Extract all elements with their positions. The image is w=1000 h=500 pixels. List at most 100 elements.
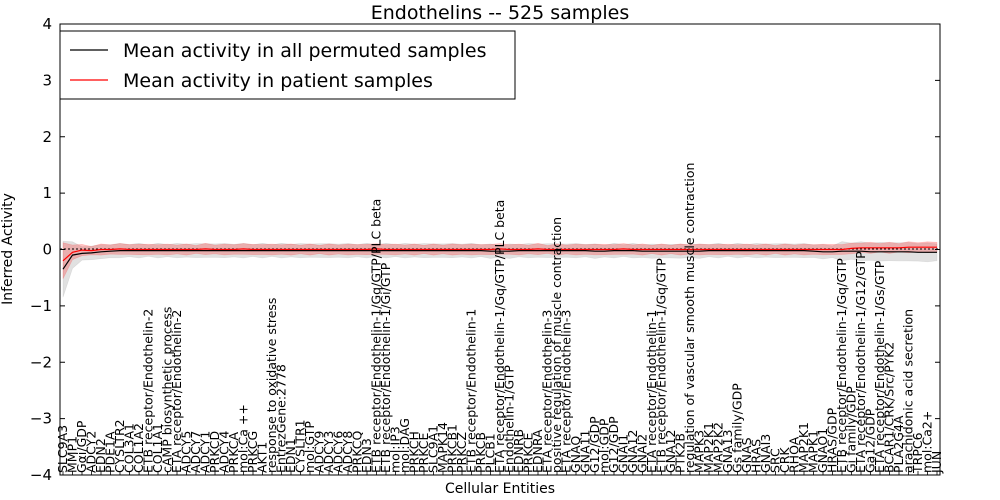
x-tick-label: arachidonic acid secretion: [901, 309, 916, 473]
x-tick-label: MAP2K2: [711, 422, 726, 473]
x-tick-label: GNAI1: [616, 434, 631, 473]
x-tick-label: mol:GDP: [597, 418, 612, 473]
legend-box: [59, 30, 516, 100]
x-tick-label: PRKCE: [521, 433, 536, 473]
chart-title: Endothelins -- 525 samples: [371, 2, 630, 24]
x-tick-label: mol:Ca2+: [920, 411, 935, 473]
x-tick-label: GNAO1: [815, 428, 830, 473]
y-axis: −4 −3 −2 −1 0 1 2 3 4: [30, 15, 940, 484]
x-tick-label: MAP2K1: [796, 422, 811, 473]
x-tick-label: ETA receptor/Endothelin-3: [540, 310, 555, 473]
x-tick-label: SLC9A3: [55, 425, 70, 473]
x-tick-label: SLC9A1: [426, 425, 441, 473]
y-tick-label: 3: [42, 71, 52, 89]
x-tick-label: G12/GDP: [606, 416, 621, 473]
x-tick-label: CYSLTR2: [112, 419, 127, 473]
x-tick-label: regulation of vascular smooth muscle con…: [682, 163, 697, 473]
x-tick-label: G12/GDP: [587, 416, 602, 473]
permuted-band-layer: [62, 240, 938, 298]
x-tick-label: GNA11: [578, 430, 593, 474]
x-tick-label: ETA receptor/Endothelin-3: [559, 310, 574, 473]
x-tick-label: HRAS/GDP: [825, 407, 840, 473]
x-tick-label: PDE1A: [103, 431, 118, 473]
x-tick-label: ADCY5: [179, 431, 194, 473]
x-tick-label: GNAS: [739, 437, 754, 473]
x-tick-label: Gαi/GDP: [74, 420, 89, 473]
x-tick-label: GNAI3: [758, 434, 773, 473]
x-tick-label: AKT1: [255, 442, 270, 473]
x-tick-label: PRKCD: [207, 431, 222, 473]
x-tick-label: PRKCB1: [445, 424, 460, 473]
x-tick-label: COL3A1: [122, 423, 137, 473]
x-tick-label: PRKCG: [245, 431, 260, 473]
x-tick-label: GNA12: [663, 430, 678, 474]
x-tick-label: HRAS: [749, 439, 764, 473]
x-tick-label: GNA13: [720, 430, 735, 474]
x-tick-label: COL1A1: [150, 423, 165, 473]
x-tick-label: EDNRB: [511, 429, 526, 473]
x-tick-label: EDNRA: [530, 429, 545, 473]
y-tick-label: 0: [42, 241, 52, 259]
x-tick-label: ETA receptor/Endothelin-1/Gq/GTP/PLC bet…: [492, 200, 507, 473]
x-tick-label: PLCB1: [483, 433, 498, 473]
x-tick-label: Ga12/GDP: [863, 408, 878, 473]
x-tick-label: response to oxidative stress: [264, 298, 279, 473]
x-tick-label: ETA receptor/Endothelin-2: [169, 310, 184, 473]
y-axis-label: Inferred Activity: [0, 193, 16, 305]
x-tick-label: MAPK14: [435, 422, 450, 473]
x-tick-label: Gi family/GDP: [844, 386, 859, 473]
x-tick-label: JUN: [929, 451, 944, 474]
y-tick-label: −1: [30, 297, 52, 315]
x-axis: SLC9A3MMP1Gαi/GDPADCY2EDN2PDE1ACYSLTR2CO…: [55, 163, 944, 475]
x-axis-label: Cellular Entities: [445, 481, 555, 497]
y-tick-label: −3: [30, 410, 52, 428]
x-tick-label: PRKCA: [226, 432, 241, 473]
x-tick-label: GNA12: [625, 430, 640, 474]
patient-mean-line: [62, 246, 937, 262]
x-tick-label: PRKCB: [473, 432, 488, 473]
y-tick-label: 1: [42, 184, 52, 202]
x-tick-label: Gs family/GDP: [730, 383, 745, 473]
x-tick-label: cAMP biosynthetic process: [160, 307, 175, 473]
x-tick-label: PRKCZ: [454, 432, 469, 473]
x-tick-label: ADCY3: [321, 431, 336, 473]
x-tick-label: ETB receptor/Endothelin-1/Gi/GTP: [378, 262, 393, 473]
x-tick-label: PRKCH: [407, 431, 422, 473]
x-tick-label: ADCY6: [331, 431, 346, 473]
x-tick-label: ETB receptor/Endothelin-2: [141, 309, 156, 473]
x-tick-label: ETB receptor/Endothelin-1/Gq/GTP: [654, 258, 669, 473]
x-tick-label: SRC: [768, 448, 783, 473]
x-tick-label: ETB receptor/Endothelin-1/Gq/GTP/PLC bet…: [369, 199, 384, 473]
x-tick-label: GNAI2: [635, 434, 650, 473]
x-tick-label: TRPC6: [910, 432, 925, 474]
x-tick-label: ADCY4: [217, 431, 232, 473]
x-tick-label: MAPK3: [692, 430, 707, 473]
legend: Mean activity in all permuted samples Me…: [59, 30, 516, 100]
x-tick-label: PTK2B: [673, 433, 688, 473]
x-tick-label: mol:DAG: [397, 418, 412, 473]
x-tick-label: mol:Ca ++: [236, 404, 251, 473]
x-tick-label: CYSLTR1: [293, 419, 308, 473]
x-tick-label: PRKCE: [416, 433, 431, 473]
x-tick-label: PLA2G4A: [891, 415, 906, 473]
x-tick-label: EDN1: [283, 438, 298, 473]
y-tick-label: −2: [30, 353, 52, 371]
x-tick-label: mol:GTP: [302, 421, 317, 473]
permuted-variability-band: [62, 240, 938, 298]
x-tick-label: RHOA: [787, 436, 802, 473]
x-tick-label: ADCY9: [312, 431, 327, 473]
x-tick-label: ETA receptor/Endothelin-1: [644, 310, 659, 473]
y-tick-label: 4: [42, 15, 52, 33]
x-tick-label: positive regulation of muscle contractio…: [549, 217, 564, 473]
x-tick-label: Endothelin-1/GTP: [502, 365, 517, 473]
x-tick-label: ETA receptor/Endothelin-1/G12/GTP: [853, 251, 868, 473]
x-tick-label: ADCY1: [198, 431, 213, 473]
x-tick-label: CRK: [777, 447, 792, 473]
permuted-mean-line: [62, 250, 937, 270]
x-tick-label: COL1A2: [131, 423, 146, 473]
x-tick-label: ETB receptor/Endothelin-1: [464, 309, 479, 473]
x-tick-label: BCAR1/CRK/Src/PYK2: [882, 342, 897, 473]
legend-label-patient: Mean activity in patient samples: [123, 70, 433, 92]
x-tick-label: EDN2: [93, 438, 108, 473]
